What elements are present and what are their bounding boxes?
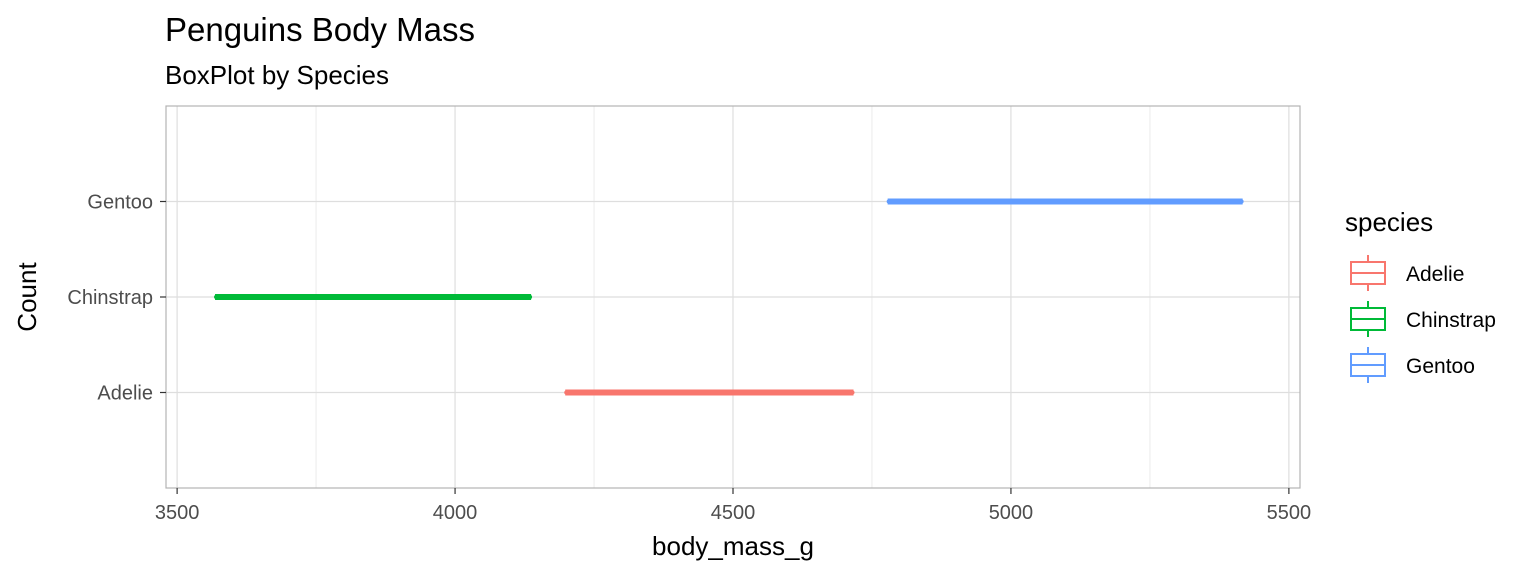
legend-item-gentoo: Gentoo xyxy=(1350,347,1475,383)
y-tick-label: Gentoo xyxy=(87,192,153,214)
legend-item-chinstrap: Chinstrap xyxy=(1350,301,1496,337)
chart-title: Penguins Body Mass xyxy=(165,11,475,48)
x-tick-label: 5500 xyxy=(1267,502,1312,524)
x-tick-label: 4500 xyxy=(711,502,756,524)
x-axis: 3500 4000 4500 5000 5500 xyxy=(155,488,1311,524)
y-tick-label: Adelie xyxy=(97,383,153,405)
legend-label: Chinstrap xyxy=(1406,309,1496,332)
boxplot-adelie xyxy=(564,389,855,396)
x-axis-title: body_mass_g xyxy=(652,531,814,561)
x-tick-label: 4000 xyxy=(433,502,478,524)
y-tick-label: Chinstrap xyxy=(67,287,153,309)
boxplot-gentoo xyxy=(886,198,1244,205)
legend-title: species xyxy=(1345,207,1433,237)
legend-item-adelie: Adelie xyxy=(1350,255,1464,291)
legend-label: Adelie xyxy=(1406,263,1464,286)
y-axis-title: Count xyxy=(12,262,42,332)
legend-label: Gentoo xyxy=(1406,355,1475,378)
y-axis: Adelie Chinstrap Gentoo xyxy=(67,192,166,405)
plot-marks xyxy=(214,198,1244,396)
legend: species Adelie Chinstrap Gentoo xyxy=(1345,207,1496,383)
x-tick-label: 5000 xyxy=(989,502,1034,524)
x-tick-label: 3500 xyxy=(155,502,200,524)
chart-subtitle: BoxPlot by Species xyxy=(165,60,389,90)
boxplot-chinstrap xyxy=(214,294,533,300)
